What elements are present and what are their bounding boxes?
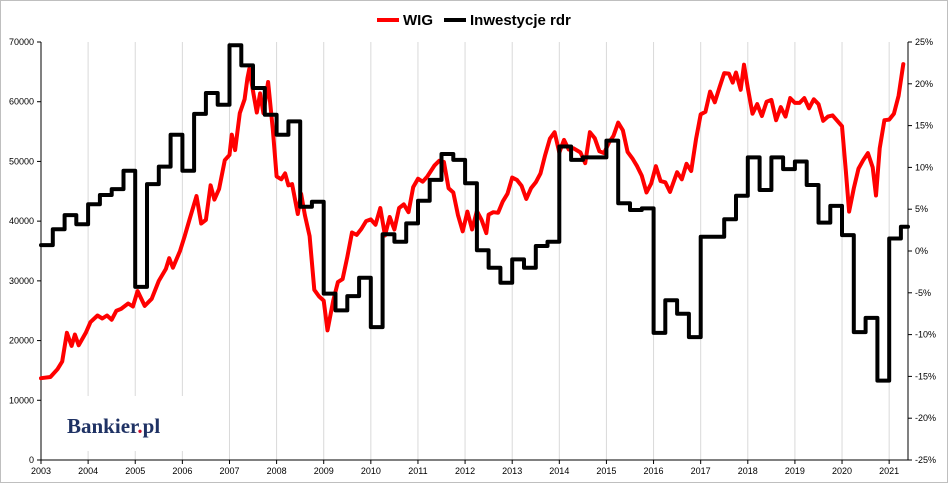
- logo-text-tld: pl: [143, 414, 161, 438]
- left-tick-label: 0: [29, 455, 34, 465]
- left-tick-label: 40000: [9, 216, 34, 226]
- x-tick-label: 2007: [219, 466, 239, 476]
- right-tick-label: 5%: [915, 204, 928, 214]
- right-tick-label: -5%: [915, 288, 931, 298]
- logo-text-dot: .: [137, 414, 142, 438]
- right-tick-label: 15%: [915, 121, 933, 131]
- x-tick-label: 2021: [879, 466, 899, 476]
- right-tick-label: -15%: [915, 371, 936, 381]
- series-line-wig: [39, 62, 906, 381]
- right-y-axis-ticks: -25% -20% -15% -10% -5% 0% 5% 10% 15% 20% 25%: [908, 37, 936, 465]
- bankier-logo: Bankier.pl: [56, 396, 196, 451]
- x-tick-label: 2011: [408, 466, 427, 476]
- x-tick-label: 2015: [596, 466, 616, 476]
- x-tick-label: 2005: [125, 466, 145, 476]
- x-tick-label: 2008: [267, 466, 287, 476]
- right-tick-label: -20%: [915, 413, 936, 423]
- legend-label-investment: Inwestycje rdr: [470, 12, 571, 29]
- x-tick-label: 2017: [691, 466, 711, 476]
- x-tick-label: 2003: [31, 466, 51, 476]
- logo-text-main: Bankier: [67, 414, 139, 438]
- x-tick-label: 2016: [644, 466, 664, 476]
- x-tick-label: 2018: [738, 466, 758, 476]
- x-tick-label: 2010: [361, 466, 381, 476]
- legend-label-wig: WIG: [403, 12, 433, 29]
- right-tick-label: 0%: [915, 246, 928, 256]
- left-tick-label: 50000: [9, 156, 34, 166]
- left-tick-label: 60000: [9, 97, 34, 107]
- x-tick-label: 2014: [549, 466, 569, 476]
- x-axis-ticks: 2003 2004 2005 2006 2007 2008 2009 2010 2011 2012…: [31, 460, 899, 476]
- x-tick-label: 2013: [502, 466, 522, 476]
- x-tick-label: 2012: [455, 466, 475, 476]
- left-tick-label: 20000: [9, 336, 34, 346]
- right-tick-label: -25%: [915, 455, 936, 465]
- x-tick-label: 2006: [172, 466, 192, 476]
- x-tick-label: 2009: [314, 466, 334, 476]
- right-tick-label: 25%: [915, 37, 933, 47]
- x-tick-label: 2019: [785, 466, 805, 476]
- series-line-investment: [39, 43, 910, 383]
- right-tick-label: 10%: [915, 162, 933, 172]
- x-tick-label: 2004: [78, 466, 98, 476]
- right-tick-label: -10%: [915, 330, 936, 340]
- svg-text:Bankier.pl: Bankier.pl: [67, 414, 160, 438]
- left-y-axis-ticks: 0 10000 20000 30000 40000 50000 60000 70000: [9, 37, 41, 465]
- series-lines: [39, 43, 910, 383]
- legend: WIG Inwestycje rdr: [377, 12, 571, 29]
- left-tick-label: 10000: [9, 395, 34, 405]
- right-tick-label: 20%: [915, 79, 933, 89]
- left-tick-label: 30000: [9, 276, 34, 286]
- left-tick-label: 70000: [9, 37, 34, 47]
- x-tick-label: 2020: [832, 466, 852, 476]
